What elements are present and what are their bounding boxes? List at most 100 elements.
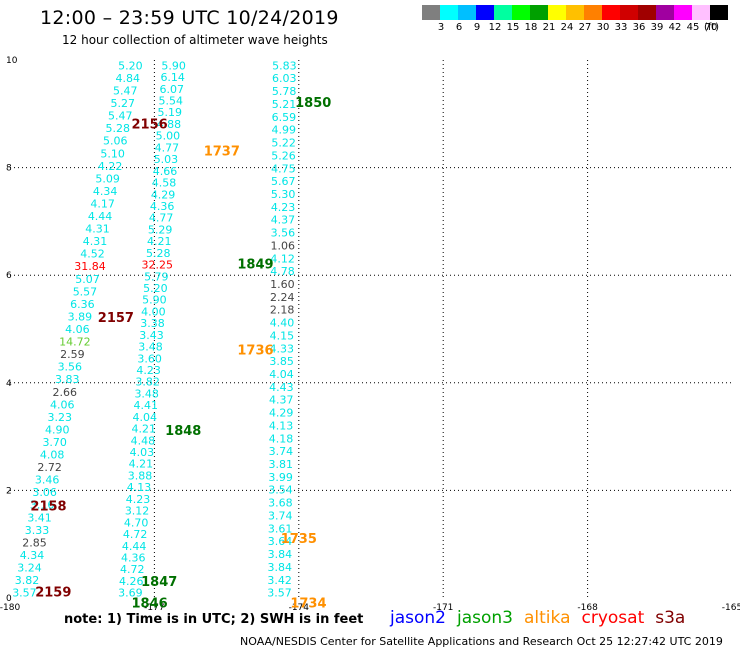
- legend-s3a: s3a: [655, 608, 686, 628]
- pass-time-label: 1734: [290, 596, 326, 611]
- wave-height-value: 5.29: [148, 223, 173, 236]
- wave-height-value: 4.36: [150, 200, 175, 213]
- wave-height-value: 5.57: [73, 285, 98, 298]
- wave-height-value: 2.59: [60, 348, 85, 361]
- scale-label: 15: [506, 22, 520, 33]
- wave-height-value: 3.42: [267, 574, 292, 587]
- scale-swatch: [620, 5, 638, 20]
- wave-height-value: 4.34: [20, 549, 45, 562]
- wave-height-value: 3.60: [137, 352, 162, 365]
- note-text: note: 1) Time is in UTC; 2) SWH is in fe…: [64, 612, 364, 627]
- wave-height-value: 4.52: [80, 248, 105, 261]
- wave-height-value: 3.89: [68, 310, 93, 323]
- wave-height-value: 5.26: [271, 149, 296, 162]
- wave-height-value: 4.03: [130, 446, 155, 459]
- wave-height-value: 5.90: [142, 294, 167, 307]
- wave-height-value: 3.06: [32, 486, 57, 499]
- pass-time-label: 2159: [35, 586, 71, 601]
- scale-swatch: [530, 5, 548, 20]
- wave-height-value: 3.70: [42, 436, 67, 449]
- pass-time-label: 2157: [98, 311, 134, 326]
- legend-jason2: jason2: [390, 608, 446, 628]
- wave-height-value: 3.69: [118, 587, 143, 600]
- wave-height-value: 2.72: [37, 461, 62, 474]
- wave-height-value: 3.57: [267, 587, 292, 600]
- scale-swatch: [458, 5, 476, 20]
- wave-height-value: 4.48: [131, 434, 156, 447]
- wave-height-value: 3.41: [27, 511, 52, 524]
- wave-height-value: 3.46: [35, 474, 60, 487]
- scale-swatch: [602, 5, 620, 20]
- wave-height-value: 4.78: [270, 265, 295, 278]
- wave-height-value: 3.56: [58, 361, 83, 374]
- pass-time-label: 2156: [131, 118, 167, 133]
- scale-label: 21: [542, 22, 556, 33]
- wave-height-value: 3.74: [269, 445, 294, 458]
- wave-height-value: 3.16: [30, 499, 55, 512]
- wave-height-value: 2.24: [270, 291, 295, 304]
- wave-height-value: 6.36: [70, 298, 95, 311]
- wave-height-value: 4.72: [120, 563, 145, 576]
- x-tick-label: -171: [433, 603, 453, 613]
- wave-height-value: 5.07: [75, 273, 100, 286]
- wave-height-value: 3.61: [268, 522, 293, 535]
- wave-height-value: 3.64: [268, 535, 293, 548]
- wave-height-value: 4.12: [270, 252, 295, 265]
- wave-height-value: 5.47: [108, 110, 133, 123]
- scale-label: 9: [473, 22, 481, 33]
- pass-time-label: 1735: [281, 532, 317, 547]
- wave-height-value: 4.21: [147, 235, 172, 248]
- wave-height-value: 3.38: [140, 317, 165, 330]
- wave-height-value: 4.29: [151, 188, 176, 201]
- scale-swatch: [548, 5, 566, 20]
- wave-height-value: 3.84: [268, 561, 293, 574]
- scale-swatch: [710, 5, 728, 20]
- scale-unit: (ft): [704, 22, 720, 33]
- y-tick-label: 0: [6, 594, 12, 604]
- wave-height-value: 4.41: [133, 399, 158, 412]
- legend-altika: altika: [524, 608, 571, 628]
- wave-height-value: 4.06: [50, 398, 75, 411]
- wave-height-value: 4.33: [270, 342, 295, 355]
- wave-height-value: 5.30: [271, 188, 296, 201]
- wave-height-value: 5.22: [271, 137, 296, 150]
- wave-height-value: 3.68: [268, 497, 293, 510]
- wave-height-value: 6.14: [160, 71, 185, 84]
- wave-height-value: 3.33: [25, 524, 50, 537]
- pass-time-label: 1737: [204, 144, 240, 159]
- wave-height-value: 5.20: [143, 282, 168, 295]
- pass-time-label: 1848: [165, 424, 201, 439]
- scale-label: 12: [488, 22, 502, 33]
- pass-time-label: 1850: [295, 96, 331, 111]
- scale-label: 6: [455, 22, 463, 33]
- wave-height-value: 3.12: [125, 505, 150, 518]
- wave-height-value: 4.34: [93, 185, 118, 198]
- wave-height-value: 5.03: [154, 153, 179, 166]
- legend-jason3: jason3: [457, 608, 513, 628]
- wave-height-value: 4.72: [123, 528, 148, 541]
- wave-height-value: 3.56: [271, 227, 296, 240]
- scale-swatch: [638, 5, 656, 20]
- wave-height-value: 4.77: [149, 212, 174, 225]
- wave-height-value: 4.26: [119, 575, 144, 588]
- wave-height-value: 6.07: [159, 83, 184, 96]
- scale-label: 24: [560, 22, 574, 33]
- wave-height-value: 4.77: [155, 141, 180, 154]
- wave-height-value: 4.06: [65, 323, 90, 336]
- wave-height-value: 4.15: [270, 329, 295, 342]
- wave-height-value: 4.23: [126, 493, 151, 506]
- wave-height-value: 5.54: [159, 95, 184, 108]
- wave-height-value: 3.54: [268, 484, 293, 497]
- wave-height-value: 3.85: [269, 355, 294, 368]
- wave-height-value: 4.43: [269, 381, 294, 394]
- wave-height-value: 32.25: [142, 259, 174, 272]
- wave-height-value: 4.75: [271, 162, 296, 175]
- wave-height-value: 5.90: [161, 59, 186, 72]
- wave-height-value: 5.27: [111, 97, 136, 110]
- legend-cryosat: cryosat: [581, 608, 645, 628]
- wave-height-value: 3.84: [268, 548, 293, 561]
- pass-time-label: 1849: [237, 257, 273, 272]
- wave-height-value: 2.66: [53, 386, 78, 399]
- wave-height-value: 3.82: [15, 574, 40, 587]
